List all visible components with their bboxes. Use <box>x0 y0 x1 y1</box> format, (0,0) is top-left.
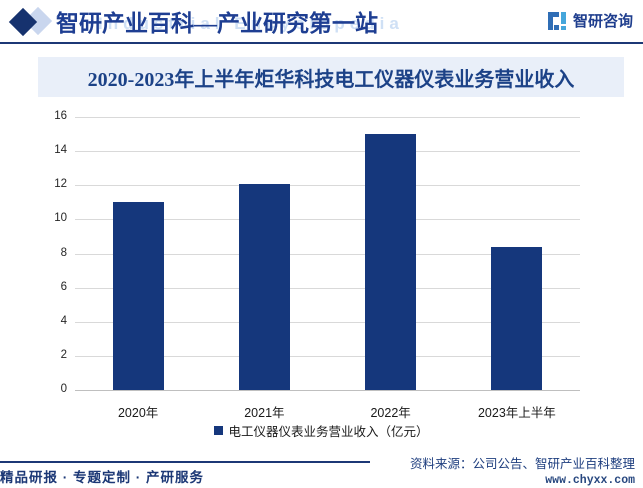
chart-title-band: 2020-2023年上半年炬华科技电工仪器仪表业务营业收入 <box>38 57 624 97</box>
x-category-label: 2021年 <box>244 406 285 420</box>
y-tick-label: 10 <box>54 212 67 225</box>
brand-name: 智研咨询 <box>572 13 633 30</box>
y-tick-label: 8 <box>60 246 67 259</box>
footer-source-block: 资料来源：公司公告、智研产业百科整理 www.chyxx.com <box>410 453 635 487</box>
gridline <box>75 117 580 118</box>
gridline <box>75 321 580 323</box>
bar <box>365 134 417 390</box>
footer-tagline: 精品研报 · 专题定制 · 产研服务 <box>0 470 204 485</box>
gridline <box>75 287 580 289</box>
y-tick-label: 2 <box>60 348 67 361</box>
x-category-label: 2023年上半年 <box>477 406 556 420</box>
y-tick-label: 14 <box>54 144 67 157</box>
gridline <box>75 151 580 153</box>
gridline <box>75 253 580 255</box>
chart-legend: 电工仪器仪表业务营业收入（亿元） <box>0 421 643 440</box>
gridline <box>75 390 580 391</box>
gridline <box>75 355 580 357</box>
x-category-label: 2022年 <box>370 406 411 420</box>
y-tick-label: 12 <box>54 178 67 191</box>
gridline <box>75 219 580 221</box>
site-logo-icon <box>6 2 53 42</box>
bar <box>491 246 543 390</box>
header-watermark: Industrial Encyclopedia <box>98 14 404 33</box>
y-tick-label: 16 <box>54 110 67 122</box>
bar-chart: 0 2 4 6 8 10 12 14 16 2020年 2021年 2022年 2023年上半年 <box>0 105 643 420</box>
legend-label: 电工仪器仪表业务营业收入（亿元） <box>228 425 429 439</box>
data-source-text: 资料来源：公司公告、智研产业百科整理 <box>409 457 635 471</box>
bar <box>112 202 164 390</box>
x-category-label: 2020年 <box>117 406 159 420</box>
chart-title: 2020-2023年上半年炬华科技电工仪器仪表业务营业收入 <box>87 68 575 91</box>
site-header: Industrial Encyclopedia 智研产业百科—产业研究第一站 智… <box>0 0 643 44</box>
bar <box>238 183 290 390</box>
footer-divider <box>0 461 370 463</box>
y-tick-label: 0 <box>60 383 67 395</box>
gridline <box>75 185 580 187</box>
site-title: 智研产业百科—产业研究第一站 <box>56 11 378 36</box>
y-tick-label: 4 <box>60 314 67 327</box>
brand-logo-icon <box>547 11 566 30</box>
legend-swatch-icon <box>214 426 224 435</box>
website-link[interactable]: www.chyxx.com <box>545 474 635 487</box>
brand-logo: 智研咨询 <box>547 10 633 31</box>
y-tick-label: 6 <box>60 280 67 293</box>
